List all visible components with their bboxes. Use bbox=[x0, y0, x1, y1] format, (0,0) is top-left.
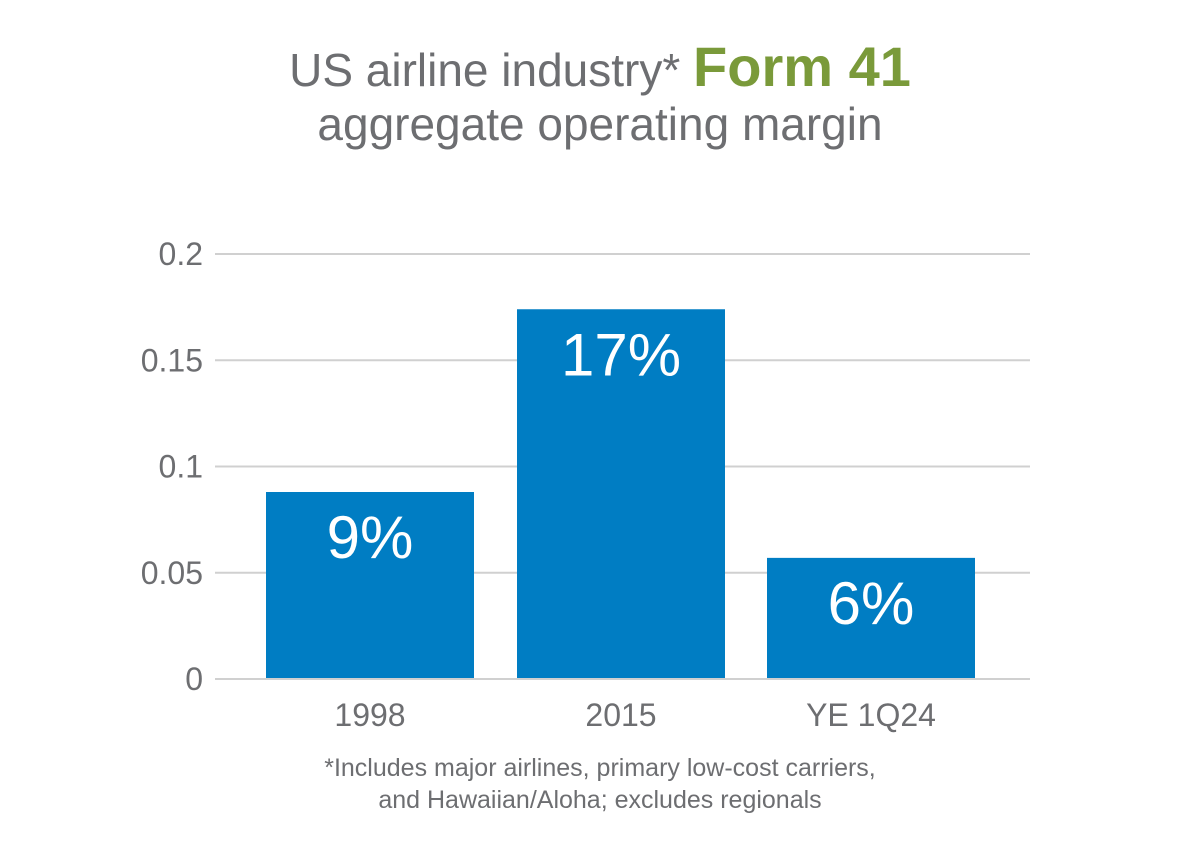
data-label: 9% bbox=[327, 504, 414, 571]
bar bbox=[767, 557, 975, 679]
bar bbox=[266, 492, 474, 679]
footnote-line2: and Hawaiian/Aloha; excludes regionals bbox=[378, 786, 822, 814]
x-tick-label: 2015 bbox=[585, 697, 656, 733]
title-line2: aggregate operating margin bbox=[317, 98, 883, 150]
x-tick-label: 1998 bbox=[334, 697, 405, 733]
footnote: *Includes major airlines, primary low-co… bbox=[0, 752, 1200, 816]
y-tick-label: 0 bbox=[185, 661, 203, 697]
title-highlight: Form 41 bbox=[693, 35, 911, 98]
footnote-line1: *Includes major airlines, primary low-co… bbox=[324, 754, 876, 782]
title-part1: US airline industry* bbox=[289, 44, 681, 96]
y-tick-label: 0.1 bbox=[159, 449, 203, 485]
data-label: 17% bbox=[561, 321, 681, 388]
y-tick-label: 0.15 bbox=[141, 342, 203, 378]
bar bbox=[517, 309, 725, 679]
y-tick-label: 0.05 bbox=[141, 555, 203, 591]
x-tick-label: YE 1Q24 bbox=[806, 697, 936, 733]
y-tick-label: 0.2 bbox=[159, 236, 203, 272]
data-label: 6% bbox=[828, 570, 915, 637]
chart-title: US airline industry* Form 41 aggregate o… bbox=[0, 39, 1200, 151]
